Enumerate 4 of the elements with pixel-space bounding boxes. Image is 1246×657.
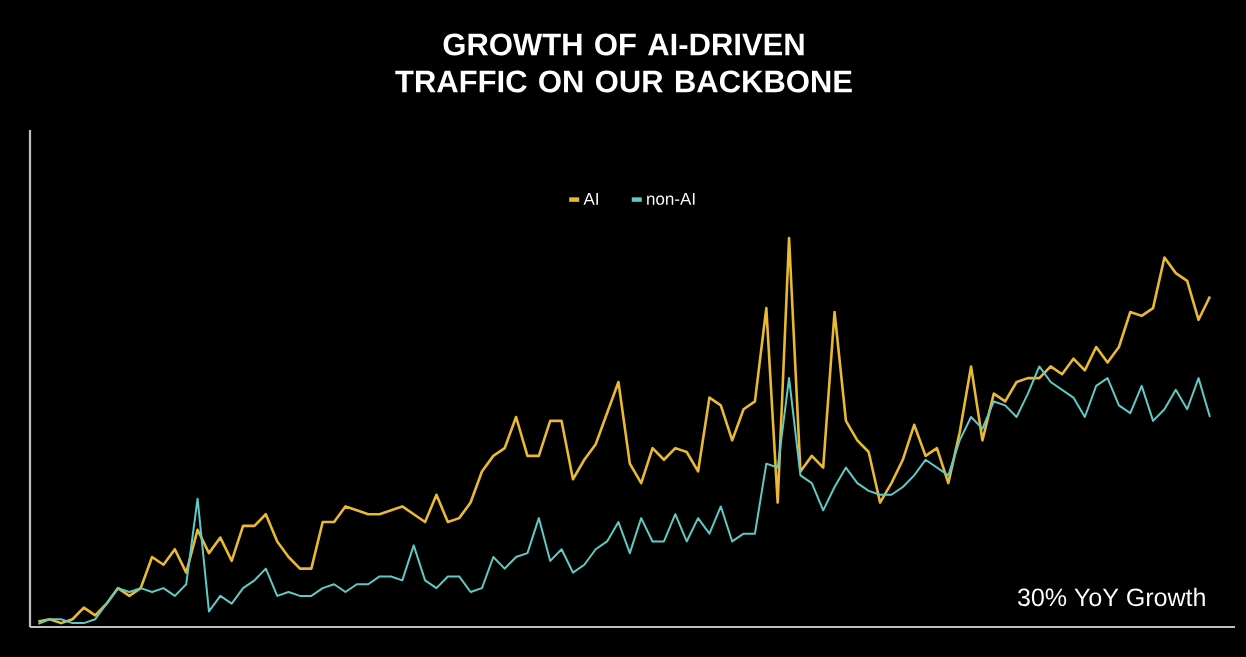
legend-label: non-AI xyxy=(647,192,695,205)
legend-label: AI xyxy=(583,192,598,205)
chart-title: GROWTH OF AI-DRIVEN TRAFFIC ON OUR BACKBONE xyxy=(395,33,852,93)
annotation: 30% YoY Growth xyxy=(1017,587,1205,607)
